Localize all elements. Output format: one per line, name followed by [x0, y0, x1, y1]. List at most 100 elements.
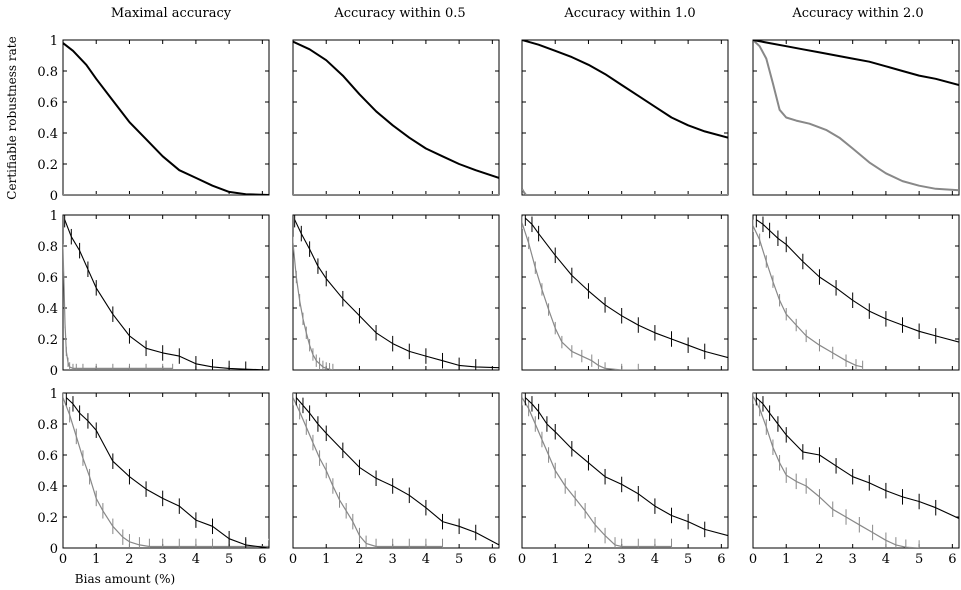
x-tick-label: 6 [717, 552, 725, 567]
series-line-black [293, 40, 499, 179]
panel-frame [752, 39, 960, 196]
x-tick-label: 5 [225, 552, 233, 567]
panel-r2-c3: 0 1 2 3 4 5 6 [749, 392, 960, 567]
panels-group: 0 0.2 0.4 0.6 0.8 1 0 0.2 0.4 0.6 0.8 1 0 0.2 0.4 0.6 0.… [37, 34, 960, 567]
y-tick-label: 0.8 [37, 65, 58, 80]
series-line-gray [522, 222, 639, 370]
x-tick-label: 0 [289, 552, 297, 567]
y-tick-label: 0 [50, 364, 58, 379]
x-tick-label: 0 [59, 552, 67, 567]
series-line-gray [522, 188, 728, 195]
column-title-accuracy-within-0.5: Accuracy within 0.5 [333, 6, 465, 21]
x-tick-label: 3 [849, 552, 857, 567]
x-tick-label: 2 [815, 552, 823, 567]
x-tick-label: 2 [355, 552, 363, 567]
column-title-maximal-accuracy: Maximal accuracy [111, 6, 232, 21]
panel-r1-c2 [521, 214, 729, 371]
series-group [753, 215, 959, 370]
series-group [63, 393, 269, 548]
x-axis-label: Bias amount (%) [75, 572, 175, 586]
panel-frame [752, 214, 960, 371]
series-line-gray [63, 397, 269, 548]
x-tick-label: 1 [782, 552, 790, 567]
series-group [753, 40, 959, 192]
y-tick-label: 0.2 [37, 333, 58, 348]
y-tick-label: 0.4 [37, 302, 58, 317]
y-tick-label: 0.6 [37, 271, 58, 286]
series-line-gray [63, 249, 173, 369]
y-tick-label: 1 [50, 34, 58, 49]
column-title-accuracy-within-1.0: Accuracy within 1.0 [563, 6, 695, 21]
y-tick-label: 1 [50, 387, 58, 402]
series-line-black [64, 219, 269, 370]
panel-frame [521, 39, 729, 196]
series-group [753, 393, 959, 548]
column-title-accuracy-within-2.0: Accuracy within 2.0 [791, 6, 923, 21]
x-tick-label: 5 [455, 552, 463, 567]
panel-r0-c3 [752, 39, 960, 196]
x-tick-label: 5 [915, 552, 923, 567]
series-line-black [522, 40, 728, 139]
x-tick-label: 6 [948, 552, 956, 567]
panel-frame [521, 392, 729, 549]
y-tick-label: 0.8 [37, 240, 58, 255]
series-group [293, 40, 499, 195]
x-tick-label: 0 [749, 552, 757, 567]
x-tick-label: 1 [551, 552, 559, 567]
series-line-black [755, 397, 959, 519]
series-group [522, 40, 728, 195]
x-tick-label: 0 [518, 552, 526, 567]
series-line-black [753, 40, 959, 86]
y-tick-label: 0.6 [37, 96, 58, 111]
panel-r2-c0: 0 0.2 0.4 0.6 0.8 1 0 1 2 3 4 5 6 [37, 387, 270, 567]
series-line-gray [753, 225, 863, 368]
series-line-gray [522, 397, 672, 548]
series-line-black [294, 219, 499, 369]
y-tick-label: 0 [50, 189, 58, 204]
panel-frame [521, 214, 729, 371]
panel-frame [62, 392, 270, 549]
series-group [522, 393, 728, 548]
x-tick-label: 2 [584, 552, 592, 567]
y-tick-label: 0.2 [37, 158, 58, 173]
x-tick-label: 3 [159, 552, 167, 567]
x-tick-label: 2 [125, 552, 133, 567]
y-axis-label: Certifiable robustness rate [5, 36, 19, 199]
panel-frame [62, 39, 270, 196]
panel-r0-c1 [292, 39, 500, 196]
panel-r2-c1: 0 1 2 3 4 5 6 [289, 392, 500, 567]
panel-frame [62, 214, 270, 371]
series-group [63, 42, 269, 195]
panel-frame [292, 39, 500, 196]
y-tick-label: 0.8 [37, 418, 58, 433]
x-tick-label: 4 [422, 552, 430, 567]
panel-r2-c2: 0 1 2 3 4 5 6 [518, 392, 729, 567]
panel-r0-c0: 0 0.2 0.4 0.6 0.8 1 [37, 34, 270, 204]
panel-r0-c2 [521, 39, 729, 196]
panel-r1-c0: 0 0.2 0.4 0.6 0.8 1 [37, 209, 270, 379]
x-tick-label: 5 [684, 552, 692, 567]
x-tick-label: 3 [389, 552, 397, 567]
panel-frame [292, 214, 500, 371]
y-tick-label: 1 [50, 209, 58, 224]
series-group [63, 215, 269, 370]
x-tick-label: 4 [882, 552, 890, 567]
y-tick-label: 0.6 [37, 449, 58, 464]
panel-r1-c3 [752, 214, 960, 371]
x-tick-label: 3 [618, 552, 626, 567]
series-line-black [524, 217, 728, 359]
series-group [293, 393, 499, 548]
panel-r1-c1 [292, 214, 500, 371]
x-tick-label: 1 [322, 552, 330, 567]
series-line-black [65, 397, 269, 548]
series-line-black [63, 42, 269, 195]
y-tick-label: 0.2 [37, 511, 58, 526]
x-tick-label: 6 [488, 552, 496, 567]
y-tick-label: 0 [50, 542, 58, 557]
x-tick-label: 4 [192, 552, 200, 567]
x-tick-label: 1 [92, 552, 100, 567]
series-group [522, 215, 728, 370]
series-line-gray [753, 40, 959, 192]
series-group [293, 215, 499, 370]
